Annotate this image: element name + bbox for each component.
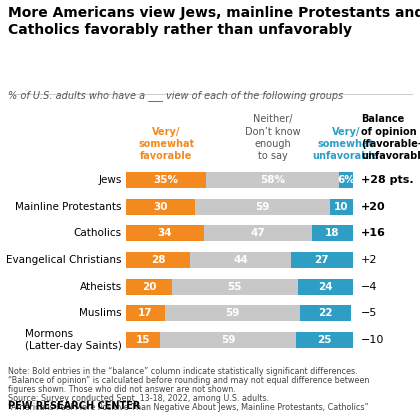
Bar	[126, 225, 204, 241]
Text: 47: 47	[250, 228, 265, 238]
Text: 35%: 35%	[154, 175, 178, 185]
Text: 28: 28	[151, 255, 165, 265]
Text: Mormons
(Latter-day Saints): Mormons (Latter-day Saints)	[25, 329, 122, 351]
Text: +28 pts.: +28 pts.	[361, 175, 414, 185]
Text: Balance
of opinion
(favorable–
unfavorable): Balance of opinion (favorable– unfavorab…	[361, 114, 420, 161]
Text: Source: Survey conducted Sept. 13-18, 2022, among U.S. adults.: Source: Survey conducted Sept. 13-18, 20…	[8, 394, 270, 403]
Text: “Balance of opinion” is calculated before rounding and may not equal difference : “Balance of opinion” is calculated befor…	[8, 376, 370, 385]
Text: 6%: 6%	[337, 175, 355, 185]
Text: 55: 55	[228, 282, 242, 292]
Text: +2: +2	[361, 255, 378, 265]
Bar	[339, 172, 353, 188]
Bar	[190, 252, 291, 268]
Bar	[300, 305, 351, 321]
Text: Mainline Protestants: Mainline Protestants	[15, 202, 122, 212]
Bar	[195, 199, 330, 215]
Text: 17: 17	[138, 308, 153, 318]
Text: Evangelical Christians: Evangelical Christians	[6, 255, 122, 265]
Text: 24: 24	[318, 282, 333, 292]
Bar	[291, 252, 353, 268]
Text: More Americans view Jews, mainline Protestants and
Catholics favorably rather th: More Americans view Jews, mainline Prote…	[8, 6, 420, 37]
Text: Note: Bold entries in the “balance” column indicate statistically significant di: Note: Bold entries in the “balance” colu…	[8, 367, 358, 375]
Text: figures shown. Those who did not answer are not shown.: figures shown. Those who did not answer …	[8, 385, 236, 394]
Text: −4: −4	[361, 282, 378, 292]
Text: Atheists: Atheists	[79, 282, 122, 292]
Bar	[126, 305, 165, 321]
Bar	[126, 332, 160, 348]
Text: −5: −5	[361, 308, 378, 318]
Text: Catholics: Catholics	[74, 228, 122, 238]
Bar	[160, 332, 296, 348]
Text: Very/
somewhat
favorable: Very/ somewhat favorable	[138, 127, 194, 161]
Text: 30: 30	[153, 202, 168, 212]
Text: 20: 20	[142, 282, 156, 292]
Text: +20: +20	[361, 202, 386, 212]
Text: 59: 59	[221, 335, 235, 345]
Text: Neither/
Don’t know
enough
to say: Neither/ Don’t know enough to say	[245, 114, 300, 161]
Text: 58%: 58%	[260, 175, 285, 185]
Text: 22: 22	[318, 308, 333, 318]
Text: 34: 34	[158, 228, 172, 238]
Bar	[204, 225, 312, 241]
Text: 18: 18	[325, 228, 339, 238]
Text: 25: 25	[317, 335, 331, 345]
Text: +16: +16	[361, 228, 386, 238]
Text: % of U.S. adults who have a ___ view of each of the following groups: % of U.S. adults who have a ___ view of …	[8, 90, 344, 101]
Text: 15: 15	[136, 335, 150, 345]
Bar	[126, 199, 195, 215]
Bar	[126, 252, 190, 268]
Bar	[206, 172, 339, 188]
Text: −10: −10	[361, 335, 385, 345]
Bar	[172, 279, 298, 295]
Text: “Americans Feel More Positive Than Negative About Jews, Mainline Protestants, Ca: “Americans Feel More Positive Than Negat…	[8, 403, 369, 412]
Text: Jews: Jews	[98, 175, 122, 185]
Text: PEW RESEARCH CENTER: PEW RESEARCH CENTER	[8, 401, 141, 411]
Bar	[165, 305, 300, 321]
Text: Muslims: Muslims	[79, 308, 122, 318]
Bar	[126, 172, 206, 188]
Bar	[312, 225, 353, 241]
Text: Very/
somewhat
unfavorable: Very/ somewhat unfavorable	[313, 127, 379, 161]
Bar	[126, 279, 172, 295]
Bar	[298, 279, 353, 295]
Bar	[330, 199, 353, 215]
Text: 27: 27	[315, 255, 329, 265]
Text: 44: 44	[233, 255, 248, 265]
Bar	[296, 332, 353, 348]
Text: 59: 59	[226, 308, 240, 318]
Text: 59: 59	[255, 202, 270, 212]
Text: 10: 10	[334, 202, 349, 212]
